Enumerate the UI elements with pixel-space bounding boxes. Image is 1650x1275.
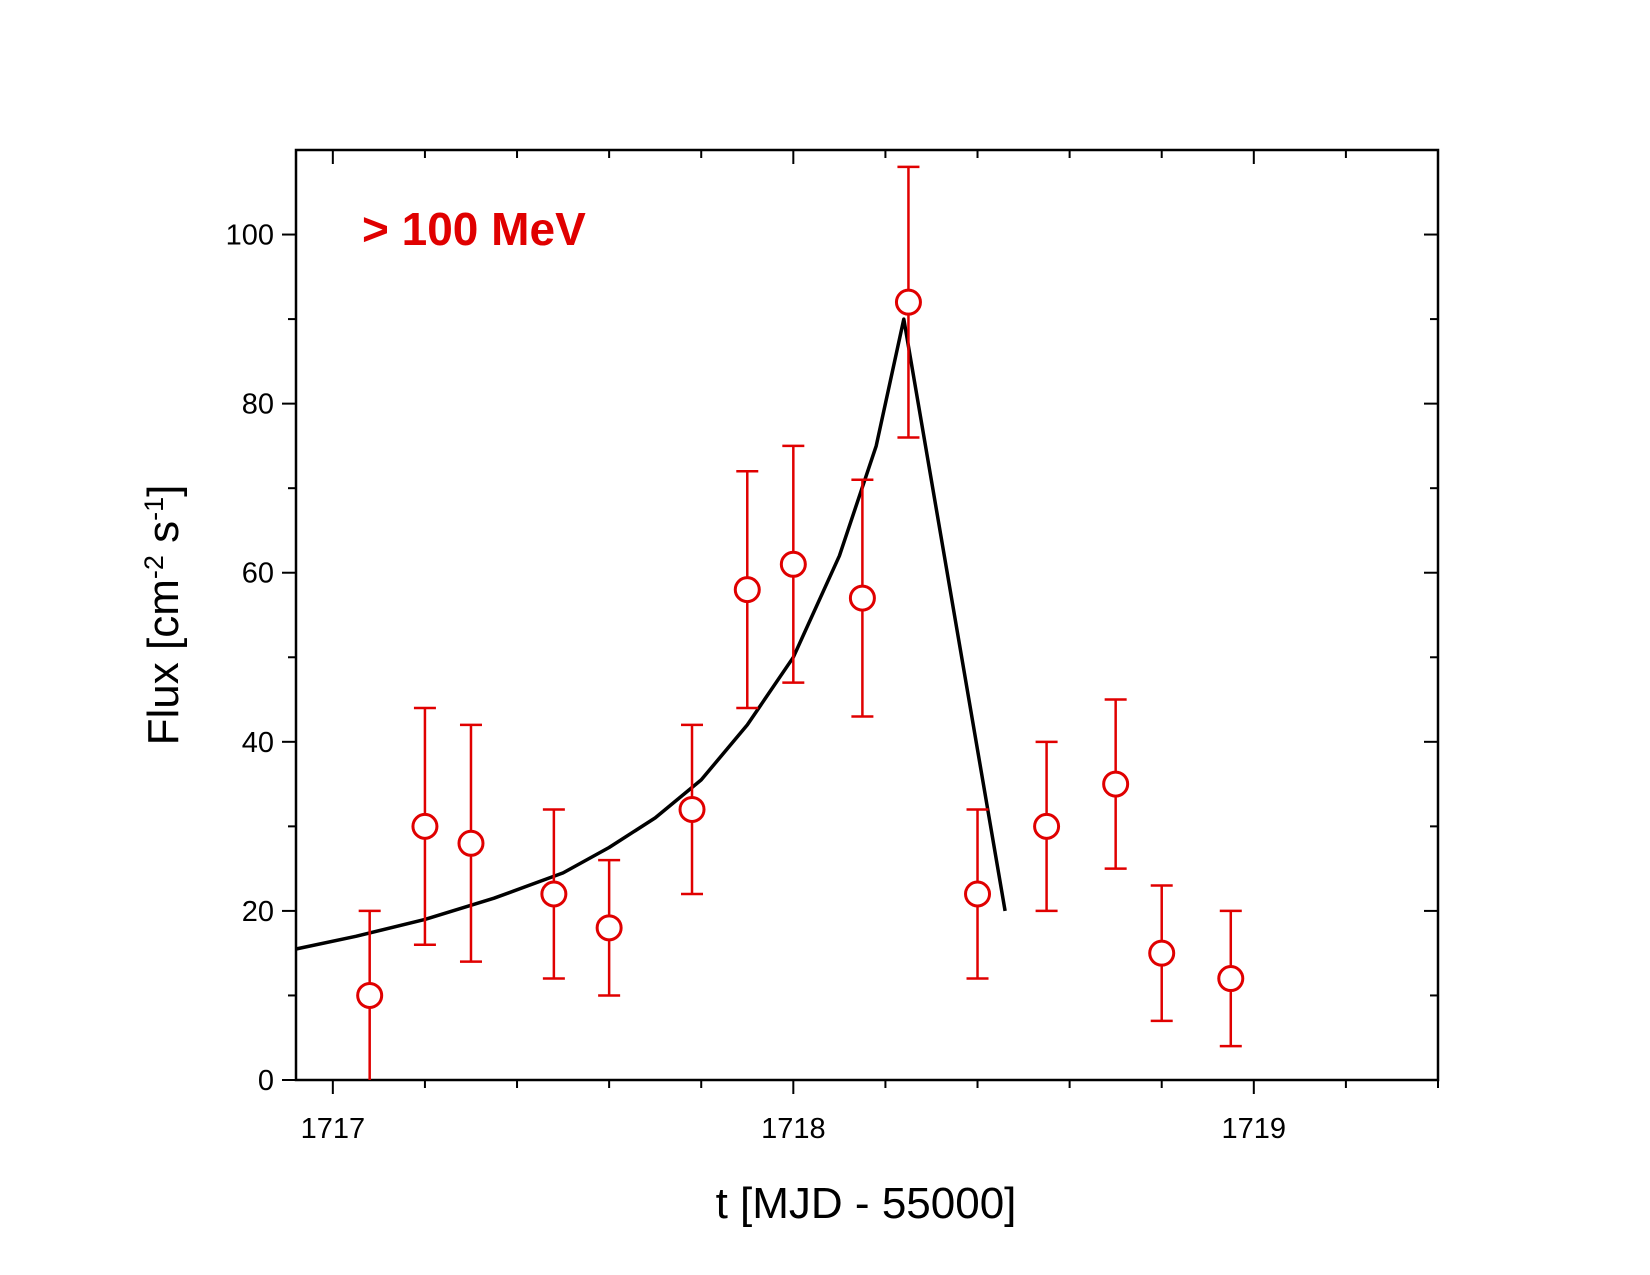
data-point [356,909,384,1080]
data-marker [678,795,706,823]
x-tick-label: 1719 [1222,1113,1287,1145]
data-point [1033,740,1061,913]
data-point [678,723,706,896]
data-marker [1217,965,1245,993]
data-point [1217,909,1245,1048]
data-point [595,858,623,997]
data-point [457,723,485,963]
data-point [1102,698,1130,870]
fit-layer [295,317,1007,951]
data-point [848,478,876,718]
data-marker [595,914,623,942]
data-point [779,444,807,684]
data-marker [540,880,568,908]
data-marker [356,981,384,1009]
data-point [540,808,568,980]
data-marker [1102,770,1130,798]
y-tick-label: 20 [242,896,274,928]
plot-frame [294,148,1440,1082]
data-marker [1033,812,1061,840]
y-axis-title-exp2: -1 [139,497,169,521]
data-marker [894,288,922,316]
y-axis-title-mid: s [139,521,188,555]
axis-ticks [282,150,1439,1094]
y-tick-label: 40 [242,727,274,759]
data-marker [848,584,876,612]
y-axis-title-end: ] [139,485,188,497]
x-axis-title: t [MJD - 55000] [716,1179,1017,1228]
data-marker [457,829,485,857]
y-axis-title-exp1: -2 [139,555,169,579]
data-marker [964,880,992,908]
data-point [411,706,439,946]
data-marker [1148,939,1176,967]
y-axis-title: Flux [cm-2 s-1] [139,485,188,746]
data-marker [733,576,761,604]
data-points-layer [356,165,1245,1080]
data-marker [411,812,439,840]
data-point [1148,884,1176,1023]
y-tick-label: 60 [242,558,274,590]
energy-annotation: > 100 MeV [362,203,586,255]
y-tick-label: 0 [258,1065,274,1097]
data-point [733,470,761,710]
y-axis-title-base: Flux [cm [139,579,188,745]
data-point [964,808,992,980]
x-tick-label: 1717 [301,1113,366,1145]
axis-tick-labels: 1717 1718 1719 0 20 40 60 80 100 [226,220,1286,1145]
y-tick-label: 100 [226,220,274,252]
data-point [894,165,922,439]
fit-curve [295,317,1007,951]
x-tick-label: 1718 [761,1113,826,1145]
data-marker [779,550,807,578]
y-tick-label: 80 [242,389,274,421]
